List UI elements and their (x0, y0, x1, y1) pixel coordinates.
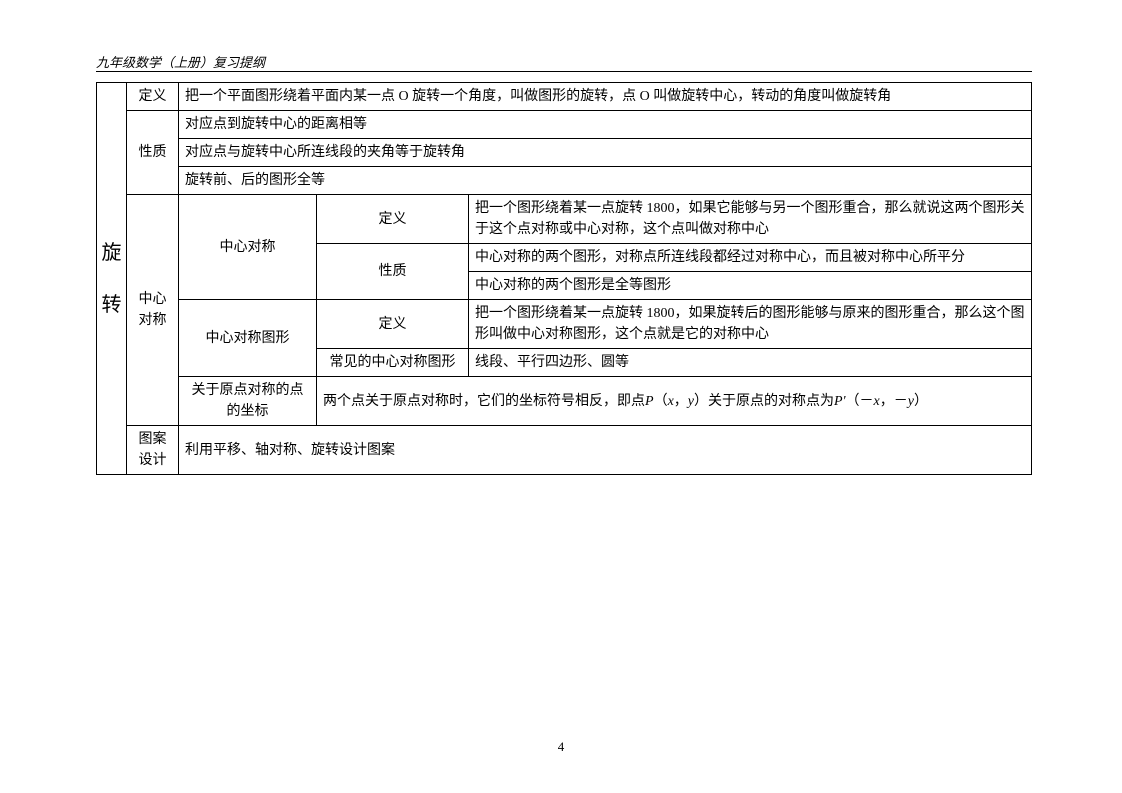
cell-sub1-def-content: 把一个图形绕着某一点旋转 1800，如果它能够与另一个图形重合，那么就说这两个图… (469, 195, 1032, 244)
rotation-outline-table: 旋 转 定义 把一个平面图形绕着平面内某一点 O 旋转一个角度，叫做图形的旋转，… (96, 82, 1032, 475)
text-paren: ） (914, 394, 928, 409)
cell-central-symmetry-sub2: 中心对称图形 (179, 300, 317, 377)
cell-sub2-common-label: 常见的中心对称图形 (317, 349, 469, 377)
var-p: P (645, 394, 654, 409)
cell-sub1-def-label: 定义 (317, 195, 469, 244)
text-comma: ， (674, 394, 688, 409)
cell-property-label: 性质 (127, 111, 179, 195)
table-row: 关于原点对称的点的坐标 两个点关于原点对称时，它们的坐标符号相反，即点P（x，y… (97, 377, 1032, 426)
text-paren: （ (654, 394, 668, 409)
cell-pattern-design-label: 图案设计 (127, 426, 179, 475)
cell-sub1-prop-label: 性质 (317, 244, 469, 300)
table-row: 性质 对应点到旋转中心的距离相等 (97, 111, 1032, 139)
cell-sub2-common-content: 线段、平行四边形、圆等 (469, 349, 1032, 377)
cell-sub1-prop-item: 中心对称的两个图形是全等图形 (469, 272, 1032, 300)
cell-origin-symmetry-label: 关于原点对称的点的坐标 (179, 377, 317, 426)
cell-property-item: 旋转前、后的图形全等 (179, 167, 1032, 195)
cell-origin-symmetry-content: 两个点关于原点对称时，它们的坐标符号相反，即点P（x，y）关于原点的对称点为P'… (317, 377, 1032, 426)
table-row: 旋 转 定义 把一个平面图形绕着平面内某一点 O 旋转一个角度，叫做图形的旋转，… (97, 83, 1032, 111)
table-row: 中心对称 中心对称 定义 把一个图形绕着某一点旋转 1800，如果它能够与另一个… (97, 195, 1032, 244)
cell-pattern-design-content: 利用平移、轴对称、旋转设计图案 (179, 426, 1032, 475)
text-paren: ）关于原点的对称点为 (694, 394, 834, 409)
table-row: 对应点与旋转中心所连线段的夹角等于旋转角 (97, 139, 1032, 167)
table-row: 中心对称图形 定义 把一个图形绕着某一点旋转 1800，如果旋转后的图形能够与原… (97, 300, 1032, 349)
header-divider (96, 71, 1032, 72)
table-row: 旋转前、后的图形全等 (97, 167, 1032, 195)
root-char: 旋 (97, 227, 126, 279)
table-row: 图案设计 利用平移、轴对称、旋转设计图案 (97, 426, 1032, 475)
text-paren: （－ (846, 394, 874, 409)
page-header: 九年级数学（上册）复习提纲 (96, 52, 265, 71)
root-char: 转 (97, 279, 126, 331)
text-prefix: 两个点关于原点对称时，它们的坐标符号相反，即点 (323, 394, 645, 409)
cell-sub1-prop-item: 中心对称的两个图形，对称点所连线段都经过对称中心，而且被对称中心所平分 (469, 244, 1032, 272)
var-p-prime: P' (834, 394, 846, 409)
cell-sub2-def-content: 把一个图形绕着某一点旋转 1800，如果旋转后的图形能够与原来的图形重合，那么这… (469, 300, 1032, 349)
text-comma: ，－ (880, 394, 908, 409)
cell-property-item: 对应点到旋转中心的距离相等 (179, 111, 1032, 139)
cell-central-symmetry-label: 中心对称 (127, 195, 179, 426)
cell-sub2-def-label: 定义 (317, 300, 469, 349)
cell-definition-label: 定义 (127, 83, 179, 111)
root-cell-rotation: 旋 转 (97, 83, 127, 475)
cell-property-item: 对应点与旋转中心所连线段的夹角等于旋转角 (179, 139, 1032, 167)
cell-central-symmetry-sub1: 中心对称 (179, 195, 317, 300)
page-number: 4 (0, 739, 1122, 755)
cell-definition-content: 把一个平面图形绕着平面内某一点 O 旋转一个角度，叫做图形的旋转，点 O 叫做旋… (179, 83, 1032, 111)
